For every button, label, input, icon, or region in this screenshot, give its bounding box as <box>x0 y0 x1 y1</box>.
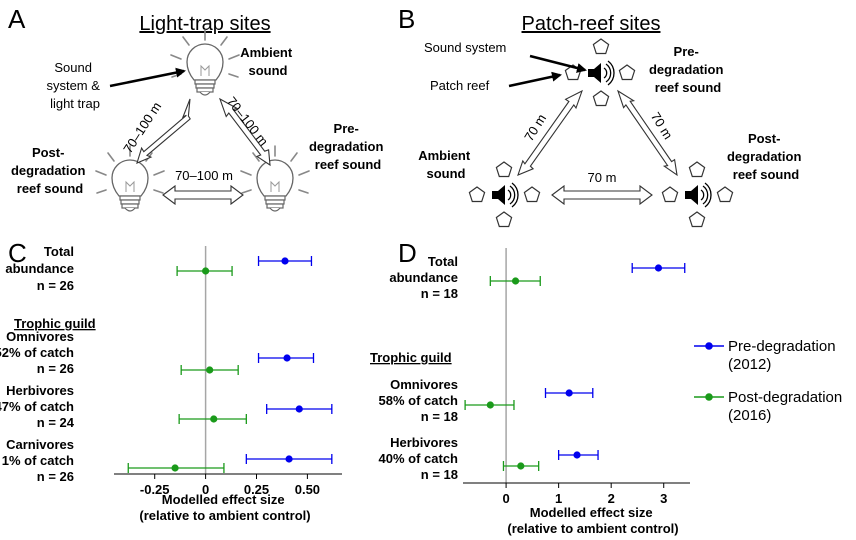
pre-estimate-point <box>295 405 303 413</box>
speaker-icon-left <box>491 182 519 208</box>
reef-pentagon-icon <box>688 161 706 178</box>
x-tick-label: 0 <box>202 482 209 497</box>
panel-a: A Light-trap sites Sound system & light … <box>8 4 387 212</box>
double-arrow-a-right <box>218 97 271 167</box>
patch-reef-label: Patch reef <box>430 78 490 93</box>
reef-pentagon-icon <box>661 186 679 203</box>
pre-estimate-point <box>281 257 289 265</box>
pre-degradation-label-b: Pre- degradation reef sound <box>649 44 727 95</box>
x-tick-label: 0 <box>502 491 509 506</box>
pre-estimate-point <box>573 451 581 459</box>
row-label: Herbivores 47% of catch n = 24 <box>0 383 75 430</box>
panel-letter-d: D <box>398 238 417 268</box>
pre-estimate-point <box>565 389 573 397</box>
reef-pentagon-icon <box>523 186 541 203</box>
reef-pentagon-icon <box>688 211 706 228</box>
light-trap-bulb-icon-left <box>95 145 165 212</box>
x-tick-label: 0.50 <box>295 482 320 497</box>
x-tick-label: 2 <box>608 491 615 506</box>
reef-pentagon-icon <box>495 211 513 228</box>
light-trap-bulb-icon-right <box>240 145 310 212</box>
speaker-icon-right <box>684 182 712 208</box>
panel-a-title: Light-trap sites <box>139 13 270 35</box>
row-label: Total abundance n = 26 <box>5 244 74 293</box>
x-tick-label: 3 <box>660 491 667 506</box>
post-estimate-point <box>206 366 214 374</box>
light-trap-bulb-icon-top <box>170 29 240 96</box>
reef-pentagon-icon <box>618 64 636 81</box>
distance-label-a-bottom: 70–100 m <box>175 168 233 183</box>
double-arrow-b-right <box>616 89 678 177</box>
post-degradation-label-b: Post- degradation reef sound <box>727 131 805 182</box>
legend: Pre-degradation (2012) Post-degradation … <box>694 338 842 424</box>
double-arrow-b-bottom <box>551 184 653 206</box>
legend-pre-year: (2012) <box>728 356 771 373</box>
speaker-icon-top <box>587 60 615 86</box>
forest-plot-d: 0 1 2 3 Total abundance n = 18 Omnivores 58% of … <box>379 248 690 506</box>
row-label: Omnivores 58% of catch n = 18 <box>379 377 459 424</box>
legend-post-degradation: Post-degradation (2016) <box>694 389 842 424</box>
panel-letter-a: A <box>8 4 26 34</box>
pre-estimate-point <box>285 455 293 463</box>
post-estimate-point <box>171 464 179 472</box>
ambient-sound-label-a: Ambient sound <box>240 45 296 78</box>
post-degradation-label-a: Post- degradation reef sound <box>11 145 89 196</box>
reef-pentagon-icon <box>592 90 610 107</box>
panel-d: D 0 1 2 3 Total abundance n = 18 Omnivores 58% o… <box>370 238 690 536</box>
x-axis-title-d: Modelled effect size (relative to ambien… <box>507 505 678 536</box>
reef-pentagon-icon <box>592 38 610 55</box>
panel-b: B Patch-reef sites Sound system Patch re… <box>398 4 805 228</box>
distance-label-b-bottom: 70 m <box>588 170 617 185</box>
x-tick-label: 1 <box>555 491 562 506</box>
forest-plot-c: -0.25 0 0.25 0.50 Total abundance n = 26 Omnivo… <box>0 244 342 497</box>
post-estimate-point <box>202 267 210 275</box>
pointer-arrow-sound-system <box>529 54 587 73</box>
pre-degradation-label-a: Pre- degradation reef sound <box>309 121 387 172</box>
double-arrow-a-left <box>136 98 191 164</box>
x-tick-label: -0.25 <box>140 482 170 497</box>
patch-reef-left <box>468 161 541 228</box>
pre-estimate-point <box>654 264 663 272</box>
distance-label-a-right: 70–100 m <box>224 94 271 149</box>
row-label: Carnivores 1% of catch n = 26 <box>2 437 74 484</box>
legend-pre-degradation: Pre-degradation (2012) <box>694 338 836 373</box>
panel-letter-b: B <box>398 4 415 34</box>
legend-post-year: (2016) <box>728 407 771 424</box>
row-label: Total abundance n = 18 <box>389 254 458 301</box>
double-arrow-b-left <box>517 89 583 176</box>
pre-estimate-point <box>283 354 291 362</box>
section-header-c: Trophic guild <box>14 316 96 331</box>
post-estimate-point <box>210 415 218 423</box>
panel-c: C -0.25 0 0.25 0.50 Total abundance n = 26 Omni… <box>0 238 342 523</box>
ambient-sound-label-b: Ambient sound <box>418 148 474 181</box>
double-arrow-a-bottom <box>162 184 244 206</box>
pointer-arrow-patch-reef <box>508 71 562 88</box>
post-estimate-point <box>517 462 525 470</box>
x-tick-label: 0.25 <box>244 482 269 497</box>
row-label: Omnivores 52% of catch n = 26 <box>0 329 74 376</box>
section-header-d: Trophic guild <box>370 350 452 365</box>
post-estimate-point <box>511 277 520 285</box>
sound-system-light-trap-label: Sound system & light trap <box>46 60 103 111</box>
row-label: Herbivores 40% of catch n = 18 <box>379 435 459 482</box>
panel-b-title: Patch-reef sites <box>522 13 661 35</box>
legend-post-marker <box>705 393 713 401</box>
sound-system-label-b: Sound system <box>424 40 506 55</box>
x-axis-title-c: Modelled effect size (relative to ambien… <box>139 492 310 523</box>
reef-pentagon-icon <box>468 186 486 203</box>
post-estimate-point <box>486 401 494 409</box>
legend-pre-label: Pre-degradation <box>728 338 836 355</box>
pointer-arrow-a <box>109 67 186 88</box>
panel-letter-c: C <box>8 238 27 268</box>
reef-pentagon-icon <box>716 186 734 203</box>
distance-label-a-left: 70–100 m <box>120 99 164 156</box>
legend-pre-marker <box>705 342 713 350</box>
legend-post-label: Post-degradation <box>728 389 842 406</box>
reef-pentagon-icon <box>495 161 513 178</box>
